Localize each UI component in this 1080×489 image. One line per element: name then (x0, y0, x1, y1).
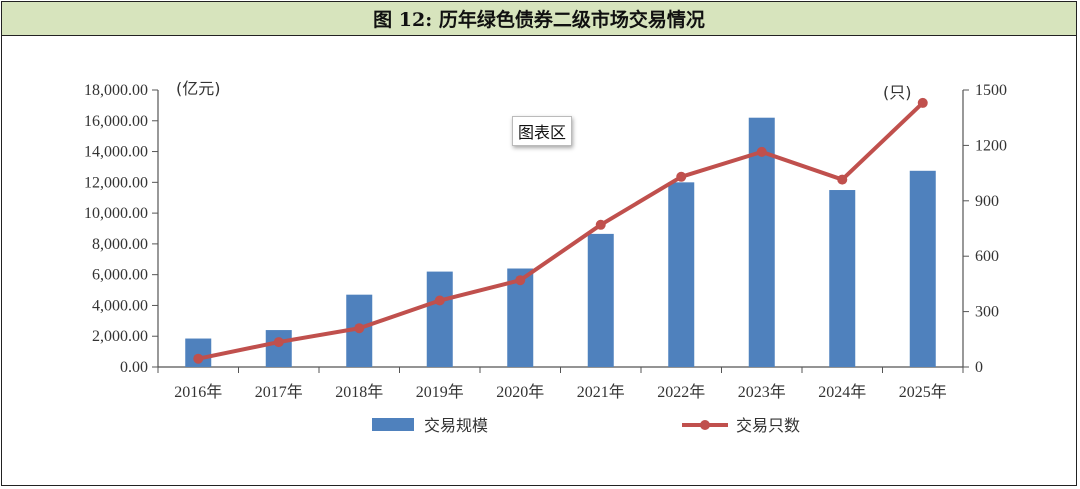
left-axis-tick-label: 2,000.00 (92, 328, 148, 345)
bar-series (185, 117, 936, 367)
bar (909, 170, 936, 367)
line-point (273, 337, 284, 348)
line-point (917, 97, 928, 108)
plot-area-tag: 图表区 (512, 116, 573, 146)
left-axis-tick-label: 6,000.00 (92, 267, 148, 284)
bar (426, 271, 453, 367)
line-point (193, 353, 204, 364)
x-axis-tick-label: 2024年 (818, 383, 866, 401)
left-axis-tick-label: 14,000.00 (84, 144, 148, 161)
left-axis-tick-label: 8,000.00 (92, 236, 148, 253)
left-axis-tick-label: 12,000.00 (84, 174, 148, 191)
legend-label-line: 交易只数 (736, 416, 800, 435)
legend: 交易规模 交易只数 (372, 416, 800, 435)
bar (587, 233, 614, 367)
x-axis-tick-label: 2019年 (416, 383, 464, 401)
line-point (837, 174, 848, 185)
line-point (595, 219, 606, 230)
right-axis-tick-label: 1200 (975, 137, 1007, 154)
legend-swatch-marker (700, 420, 710, 430)
line-point (756, 146, 767, 157)
right-axis-tick-label: 600 (975, 248, 999, 265)
bar (668, 182, 695, 367)
line-point (515, 275, 526, 286)
right-axis-tick-label: 0 (975, 359, 983, 376)
x-axis-tick-label: 2018年 (335, 383, 383, 401)
left-axis-tick-label: 4,000.00 (92, 297, 148, 314)
left-axis-tick-label: 18,000.00 (84, 82, 148, 99)
legend-label-bar: 交易规模 (424, 416, 488, 435)
line-series (193, 97, 928, 364)
x-axis-tick-label: 2021年 (577, 383, 625, 401)
legend-swatch-bar (372, 418, 414, 431)
right-axis-unit: (只) (883, 83, 912, 102)
right-axis-tick-label: 300 (975, 304, 999, 321)
x-axis-tick-label: 2023年 (738, 383, 786, 401)
x-axis-tick-label: 2016年 (174, 383, 222, 401)
left-axis-tick-label: 0.00 (120, 359, 148, 376)
x-axis-tick-label: 2020年 (496, 383, 544, 401)
x-axis-tick-label: 2025年 (899, 383, 947, 401)
x-axis-tick-label: 2022年 (657, 383, 705, 401)
right-axis-tick-label: 900 (975, 193, 999, 210)
axes (152, 89, 969, 373)
figure-title: 图 12: 历年绿色债券二级市场交易情况 (2, 2, 1076, 36)
left-axis-tick-label: 16,000.00 (84, 113, 148, 130)
tick-labels: 0.00 2,000.00 4,000.00 6,000.00 8,000.00 10,0… (84, 79, 1007, 401)
line-point (354, 323, 365, 334)
bar (748, 117, 775, 367)
bar (829, 190, 856, 367)
right-axis-tick-label: 1500 (975, 82, 1007, 99)
line-point (434, 295, 445, 306)
left-axis-unit: (亿元) (176, 79, 221, 98)
left-axis-tick-label: 10,000.00 (84, 205, 148, 222)
bar (265, 330, 292, 367)
series-line (197, 101, 925, 361)
x-axis-tick-label: 2017年 (255, 383, 303, 401)
line-point (676, 171, 687, 182)
